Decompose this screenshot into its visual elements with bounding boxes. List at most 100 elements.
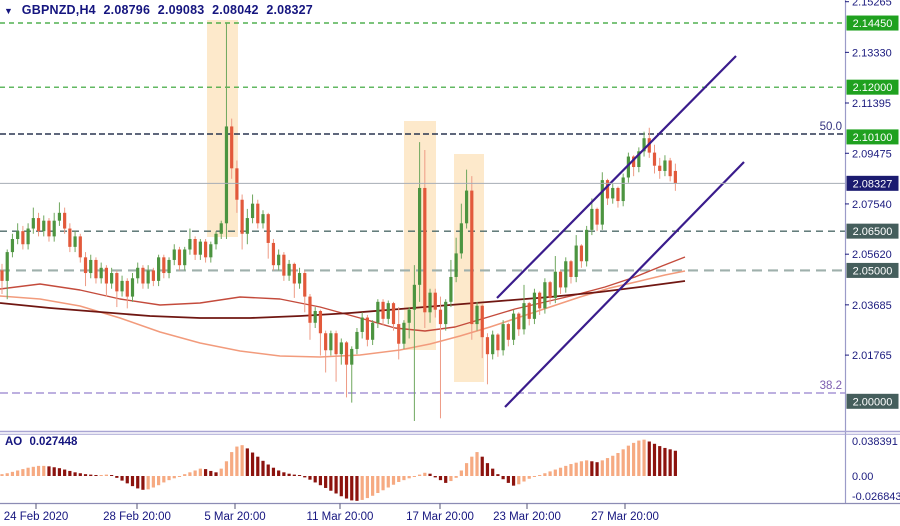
price-badge — [846, 15, 899, 31]
ao-bar — [355, 476, 359, 501]
candle-bear — [193, 239, 197, 255]
candlesticks — [0, 23, 677, 421]
candle-bull — [52, 220, 56, 237]
ao-bar — [585, 460, 589, 476]
candle-bull — [407, 309, 411, 323]
trendline[interactable] — [496, 55, 737, 299]
ao-bar — [120, 476, 124, 481]
ao-bar — [522, 476, 526, 482]
ao-bar — [57, 468, 62, 476]
candle-bear — [271, 242, 276, 266]
ao-bar — [464, 463, 469, 476]
price-badge-label: 2.10100 — [853, 132, 893, 144]
candle-bull — [418, 187, 422, 285]
candle-bull — [459, 223, 463, 254]
candle-bull — [663, 160, 667, 171]
candle-bear — [480, 305, 484, 338]
candle-bear — [527, 303, 531, 319]
candle-bull — [402, 322, 406, 344]
ao-bar — [569, 464, 573, 476]
session-highlight-zone[interactable] — [454, 154, 484, 382]
ao-bar — [595, 462, 599, 476]
ao-bar — [386, 476, 390, 488]
ao-bar — [110, 475, 114, 476]
candle-bull — [57, 212, 62, 221]
ao-bar — [449, 476, 453, 482]
candle-bull — [444, 301, 448, 325]
candle-bear — [151, 270, 155, 281]
price-scale-label: 2.03685 — [852, 300, 892, 312]
candle-bull — [10, 239, 15, 253]
ao-bar — [642, 439, 646, 476]
price-scale-label: 2.07540 — [852, 199, 892, 211]
ao-bar — [517, 476, 521, 485]
price-badge-label: 2.05000 — [853, 265, 893, 277]
candle-bear — [485, 337, 490, 355]
ao-bar — [470, 456, 474, 476]
candle-bear — [595, 208, 599, 225]
ao-bar — [412, 476, 416, 477]
ao-bar — [418, 474, 422, 476]
candle-bear — [506, 324, 510, 340]
candle-bull — [376, 301, 380, 323]
ao-bar — [496, 474, 500, 476]
ao-bar — [151, 476, 155, 488]
candle-bull — [564, 261, 568, 288]
ma-fast-salmon[interactable] — [0, 270, 686, 358]
ao-bar — [344, 476, 349, 499]
ao-scale-label: -0.026843 — [852, 491, 900, 503]
ao-bar — [402, 476, 406, 481]
ao-bar — [637, 440, 641, 476]
candle-bull — [412, 284, 416, 310]
time-axis-label: 28 Feb 20:00 — [103, 511, 171, 523]
ma-mid-brick[interactable] — [0, 256, 686, 332]
ao-bar — [605, 458, 610, 476]
ao-bar — [475, 452, 479, 476]
candle-bull — [277, 254, 281, 266]
price-badge-label: 2.08327 — [853, 178, 893, 190]
ao-bar — [511, 476, 516, 486]
candle-bear — [125, 280, 129, 297]
ao-bar — [198, 468, 202, 476]
candle-bear — [282, 254, 286, 276]
collapse-objects-icon[interactable]: ▼ — [4, 6, 14, 16]
session-highlight-zone[interactable] — [207, 20, 238, 237]
candle-bull — [214, 233, 218, 245]
candle-bear — [104, 267, 108, 284]
ao-bar — [271, 467, 276, 476]
ao-bar — [125, 476, 129, 484]
candle-bear — [605, 180, 610, 199]
candle-bull — [511, 313, 516, 340]
candle-bull — [287, 263, 291, 276]
fibonacci-label: 38.2 — [820, 380, 842, 392]
candle-bull — [188, 239, 192, 250]
ao-bar — [162, 476, 166, 483]
price-badge — [846, 393, 899, 409]
indicator-name: AO — [5, 436, 23, 448]
ao-bar — [219, 468, 223, 476]
candle-bull — [42, 220, 46, 232]
candle-bull — [157, 257, 161, 281]
ao-bar — [78, 473, 82, 476]
ao-bar — [250, 452, 255, 476]
price-scale-label: 2.13330 — [852, 47, 892, 59]
trendline[interactable] — [504, 161, 745, 408]
ao-bar — [167, 476, 171, 481]
candle-bear — [470, 190, 474, 325]
candle-bear — [0, 270, 4, 281]
candle-bull — [250, 203, 255, 219]
ao-bar — [297, 475, 302, 476]
ao-bar — [318, 476, 323, 486]
ao-bar — [261, 460, 265, 476]
candle-bear — [423, 187, 427, 313]
ao-bar — [491, 468, 495, 476]
candle-bear — [668, 160, 672, 177]
ao-bar — [329, 476, 333, 491]
ao-bar — [47, 466, 51, 476]
ao-bar — [407, 476, 411, 479]
ma-slow-maroon[interactable] — [0, 280, 686, 319]
ao-bar — [626, 445, 630, 476]
ao-bar — [146, 476, 150, 490]
